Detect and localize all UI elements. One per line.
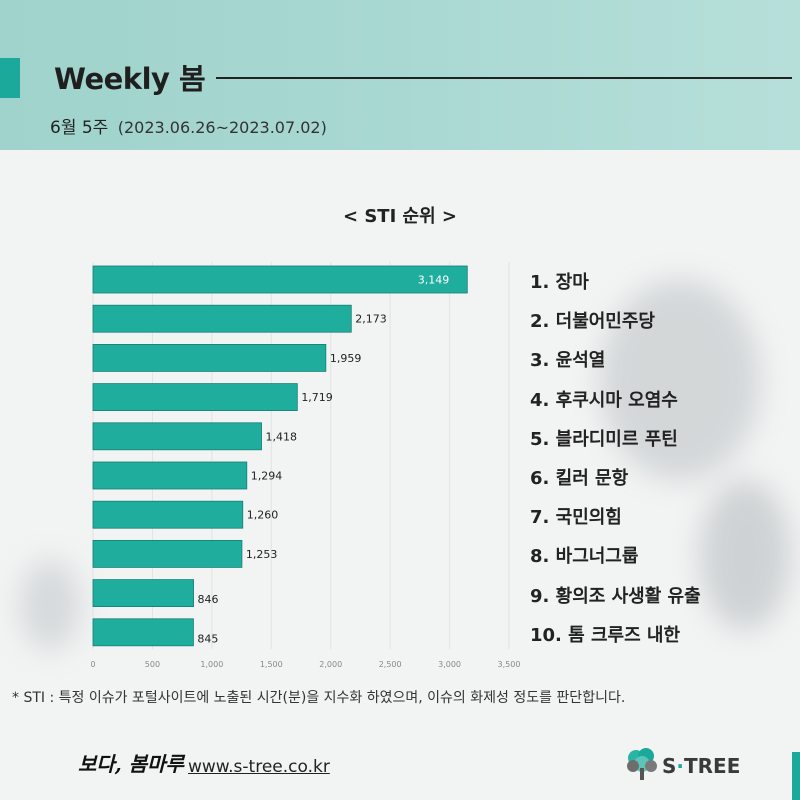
week-label: 6월 5주 bbox=[50, 118, 109, 138]
rank-item: 3. 윤석열 bbox=[530, 350, 606, 372]
x-tick-label: 3,000 bbox=[438, 660, 461, 669]
rank-item: 1. 장마 bbox=[530, 272, 589, 293]
bar bbox=[92, 383, 298, 412]
background-blur-1 bbox=[600, 280, 760, 480]
sti-bar-chart: 0 500 1,000 1,500 2,000 2,500 3,000 3,500 3,149 2… bbox=[90, 262, 520, 669]
bar-value-label: 1,418 bbox=[266, 430, 298, 443]
logo-dot: · bbox=[676, 754, 685, 778]
chart-title: < STI 순위 > bbox=[342, 206, 458, 227]
bar-value-label: 1,260 bbox=[247, 509, 279, 522]
rank-item: 8. 바그너그룹 bbox=[530, 546, 639, 568]
header-banner: Weekly 봄 6월 5주 (2023.06.26~2023.07.02) bbox=[0, 0, 800, 150]
corner-accent-bar bbox=[792, 752, 800, 800]
bar bbox=[92, 618, 194, 647]
bar-value-label: 845 bbox=[197, 632, 218, 645]
bar bbox=[92, 461, 248, 490]
bar bbox=[92, 265, 468, 294]
rank-item: 9. 황의조 사생활 유출 bbox=[530, 585, 701, 607]
x-tick-label: 2,500 bbox=[379, 660, 402, 669]
company-logo-text: S·TREE bbox=[662, 754, 740, 778]
bar bbox=[92, 422, 262, 451]
background-blur-3 bbox=[20, 560, 80, 650]
bar bbox=[92, 344, 327, 372]
tree-icon bbox=[627, 748, 657, 780]
date-range: (2023.06.26~2023.07.02) bbox=[117, 118, 327, 137]
bar bbox=[92, 304, 352, 333]
logo-word-tree: TREE bbox=[684, 754, 741, 778]
bar-value-label: 3,149 bbox=[418, 274, 450, 287]
bar bbox=[92, 500, 244, 529]
bar-value-label: 1,959 bbox=[330, 352, 362, 365]
rank-item: 4. 후쿠시마 오염수 bbox=[530, 389, 678, 411]
week-subtitle: 6월 5주 (2023.06.26~2023.07.02) bbox=[50, 113, 327, 138]
x-tick-label: 3,500 bbox=[498, 660, 520, 669]
x-tick-label: 0 bbox=[90, 660, 95, 669]
bar-value-label: 1,719 bbox=[301, 391, 333, 404]
background-blur-2 bbox=[700, 480, 790, 630]
rank-item: 2. 더불어민주당 bbox=[530, 311, 655, 333]
x-tick-label: 2,000 bbox=[319, 660, 342, 669]
bar-value-label: 846 bbox=[198, 593, 219, 606]
x-tick-label: 1,000 bbox=[200, 660, 223, 669]
x-tick-label: 500 bbox=[145, 660, 160, 669]
title-underline bbox=[216, 77, 792, 79]
bar-value-label: 1,294 bbox=[251, 470, 283, 483]
website-link[interactable]: www.s-tree.co.kr bbox=[188, 757, 330, 777]
bar-value-label: 1,253 bbox=[246, 548, 277, 561]
rank-item: 10. 톰 크루즈 내한 bbox=[530, 624, 681, 646]
bar bbox=[92, 539, 243, 568]
page-title: Weekly 봄 bbox=[54, 62, 206, 96]
rank-item: 7. 국민의힘 bbox=[530, 507, 622, 529]
brand-slogan: 보다, 봄마루 bbox=[78, 752, 184, 776]
bar bbox=[92, 579, 194, 608]
header-accent-bar bbox=[0, 58, 20, 98]
rank-item: 6. 킬러 문항 bbox=[530, 468, 629, 489]
bar-value-label: 2,173 bbox=[355, 313, 387, 326]
logo-letter-s: S bbox=[662, 754, 677, 778]
x-tick-label: 1,500 bbox=[260, 660, 283, 669]
sti-footnote: * STI : 특정 이슈가 포털사이트에 노출된 시간(분)을 지수화 하였으… bbox=[12, 690, 626, 706]
rank-item: 5. 블라디미르 푸틴 bbox=[530, 428, 678, 450]
